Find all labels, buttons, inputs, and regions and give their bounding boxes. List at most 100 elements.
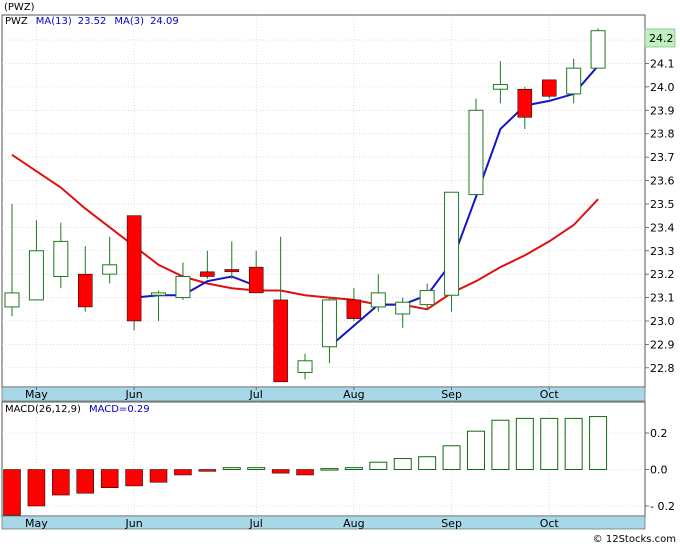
macd-bar bbox=[27, 469, 46, 507]
price-y-tick-label: 23.5 bbox=[650, 198, 675, 211]
candle bbox=[200, 250, 215, 279]
candle-body-down bbox=[248, 266, 264, 294]
candle bbox=[541, 79, 557, 99]
macd-bar bbox=[76, 469, 95, 494]
price-legend: PWZ MA(13) 23.52 MA(3) 24.09 bbox=[5, 16, 179, 27]
candle bbox=[444, 191, 460, 312]
last-price-box bbox=[644, 28, 676, 48]
candle bbox=[126, 215, 142, 331]
candle bbox=[248, 250, 264, 294]
price-y-tick-label: 23.1 bbox=[650, 292, 675, 305]
candle-body-down bbox=[200, 271, 215, 277]
macd-legend: MACD(26,12,9) MACD=0.29 bbox=[5, 404, 150, 415]
candle bbox=[151, 290, 167, 321]
candle bbox=[346, 288, 362, 321]
chart-title: (PWZ) bbox=[4, 2, 35, 13]
price-y-axis: 22.8 22.9 23.0 23.1 23.2 23.3 23.4 23.5 23.6 23.7… bbox=[645, 34, 675, 375]
macd-bar bbox=[247, 467, 266, 470]
candle bbox=[78, 246, 93, 312]
macd-bar bbox=[564, 417, 583, 470]
macd-bar bbox=[344, 467, 363, 470]
macd-bar bbox=[540, 417, 559, 470]
macd-bar bbox=[174, 469, 192, 476]
macd-bar bbox=[198, 469, 217, 472]
macd-bar bbox=[271, 469, 290, 474]
candle-body-up bbox=[4, 292, 20, 308]
candle bbox=[175, 262, 191, 300]
macd-y-tick-label: 0.0 bbox=[650, 464, 668, 477]
ma13-line bbox=[11, 153, 599, 311]
candle-body-up bbox=[53, 240, 69, 278]
price-y-tick-label: 23.4 bbox=[650, 221, 675, 234]
macd-bar bbox=[149, 469, 168, 483]
price-y-tick-label: 24.0 bbox=[650, 81, 675, 94]
macd-x-tick-label: May bbox=[25, 517, 48, 530]
macd-bar bbox=[393, 458, 412, 470]
legend-macd-value: 0.29 bbox=[127, 404, 149, 415]
candle bbox=[273, 236, 288, 383]
candle-body-down bbox=[126, 215, 142, 322]
ma13-layer bbox=[11, 153, 599, 311]
candle bbox=[395, 297, 411, 329]
macd-x-tick-label: Jun bbox=[125, 517, 143, 530]
legend-ma3-value: 24.09 bbox=[150, 16, 179, 27]
legend-macd-label: MACD= bbox=[89, 404, 127, 415]
price-y-tick-label: 23.3 bbox=[650, 245, 675, 258]
candle-body-up bbox=[566, 67, 582, 95]
price-x-tick-label: Jun bbox=[125, 388, 143, 401]
candle bbox=[4, 203, 20, 317]
candle-body-up bbox=[444, 191, 460, 296]
macd-bar bbox=[491, 419, 510, 471]
macd-x-tick-label: Oct bbox=[540, 517, 560, 530]
macd-bar bbox=[442, 445, 461, 470]
candle-body-up bbox=[419, 290, 435, 306]
candle bbox=[468, 98, 484, 196]
last-price-label: 24.2 bbox=[649, 32, 674, 45]
price-y-tick-label: 23.2 bbox=[650, 268, 675, 281]
macd-panel-frame bbox=[1, 401, 646, 517]
copyright-text: © 12Stocks.com bbox=[593, 534, 676, 545]
macd-bar bbox=[320, 468, 339, 471]
macd-bar bbox=[222, 467, 241, 470]
candle-body-down bbox=[273, 299, 288, 383]
candle bbox=[28, 220, 44, 301]
macd-bar bbox=[589, 416, 608, 471]
candle bbox=[566, 58, 582, 104]
legend-ma13-label: MA(13) bbox=[36, 16, 72, 27]
macd-bar bbox=[369, 461, 388, 471]
macd-bar bbox=[466, 430, 485, 470]
price-x-axis-band bbox=[1, 386, 646, 402]
candle-body-down bbox=[541, 79, 557, 97]
macd-bar bbox=[515, 417, 534, 470]
macd-bar bbox=[418, 456, 437, 471]
macd-bar-layer bbox=[3, 416, 608, 516]
price-y-tick-label: 23.9 bbox=[650, 104, 675, 117]
candle-body-down bbox=[224, 269, 240, 273]
ma3-line bbox=[328, 65, 599, 348]
price-y-tick-label: 22.9 bbox=[650, 338, 675, 351]
macd-x-tick-label: Aug bbox=[343, 517, 364, 530]
price-y-tick-label: 23.0 bbox=[650, 315, 675, 328]
macd-bar bbox=[296, 469, 314, 476]
legend-macd-params: MACD(26,12,9) bbox=[5, 404, 81, 415]
candle-body-up bbox=[102, 264, 118, 275]
price-x-tick-label: Oct bbox=[540, 388, 560, 401]
candle-body-up bbox=[590, 30, 606, 69]
candle bbox=[102, 236, 118, 284]
candle bbox=[370, 274, 386, 312]
legend-ticker: PWZ bbox=[5, 16, 28, 27]
candle-body-down bbox=[346, 299, 362, 319]
candle bbox=[224, 241, 240, 279]
macd-x-tick-label: Jul bbox=[249, 517, 263, 530]
candle bbox=[517, 86, 533, 130]
macd-x-tick-label: Sep bbox=[441, 517, 462, 530]
candle-body-down bbox=[517, 88, 533, 118]
price-x-tick-label: Jul bbox=[249, 388, 263, 401]
candle bbox=[492, 61, 508, 104]
candle bbox=[321, 297, 337, 364]
price-y-tick-label: 24.1 bbox=[650, 57, 675, 70]
macd-y-tick-label: - 0.2 bbox=[650, 500, 675, 513]
macd-bar bbox=[100, 469, 119, 488]
